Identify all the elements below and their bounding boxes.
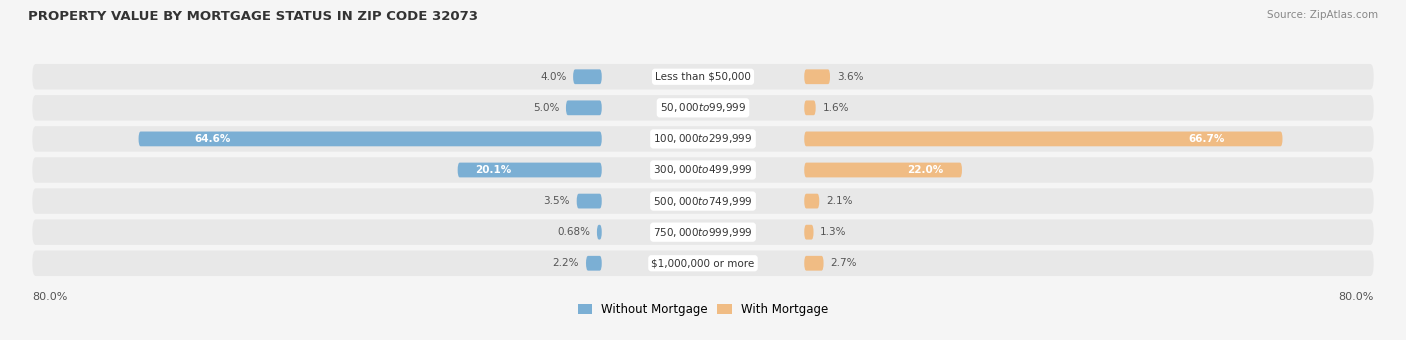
FancyBboxPatch shape xyxy=(804,100,815,115)
Text: 0.68%: 0.68% xyxy=(557,227,591,237)
FancyBboxPatch shape xyxy=(576,194,602,208)
Text: 80.0%: 80.0% xyxy=(1339,292,1374,302)
FancyBboxPatch shape xyxy=(32,126,1374,152)
Text: $50,000 to $99,999: $50,000 to $99,999 xyxy=(659,101,747,114)
FancyBboxPatch shape xyxy=(804,256,824,271)
Text: 4.0%: 4.0% xyxy=(540,72,567,82)
FancyBboxPatch shape xyxy=(32,188,1374,214)
Text: 2.7%: 2.7% xyxy=(831,258,856,268)
Text: $750,000 to $999,999: $750,000 to $999,999 xyxy=(654,226,752,239)
Text: 2.2%: 2.2% xyxy=(553,258,579,268)
Text: 66.7%: 66.7% xyxy=(1188,134,1225,144)
FancyBboxPatch shape xyxy=(804,69,830,84)
Text: 22.0%: 22.0% xyxy=(907,165,943,175)
FancyBboxPatch shape xyxy=(574,69,602,84)
FancyBboxPatch shape xyxy=(32,219,1374,245)
FancyBboxPatch shape xyxy=(804,225,814,240)
Text: Source: ZipAtlas.com: Source: ZipAtlas.com xyxy=(1267,10,1378,20)
Text: 1.3%: 1.3% xyxy=(820,227,846,237)
FancyBboxPatch shape xyxy=(457,163,602,177)
Text: PROPERTY VALUE BY MORTGAGE STATUS IN ZIP CODE 32073: PROPERTY VALUE BY MORTGAGE STATUS IN ZIP… xyxy=(28,10,478,23)
Text: $100,000 to $299,999: $100,000 to $299,999 xyxy=(654,132,752,146)
Legend: Without Mortgage, With Mortgage: Without Mortgage, With Mortgage xyxy=(574,298,832,321)
FancyBboxPatch shape xyxy=(32,95,1374,121)
FancyBboxPatch shape xyxy=(804,163,962,177)
FancyBboxPatch shape xyxy=(598,225,602,240)
FancyBboxPatch shape xyxy=(32,251,1374,276)
Text: 2.1%: 2.1% xyxy=(827,196,852,206)
FancyBboxPatch shape xyxy=(139,132,602,146)
Text: 3.5%: 3.5% xyxy=(544,196,569,206)
Text: $500,000 to $749,999: $500,000 to $749,999 xyxy=(654,194,752,208)
Text: 20.1%: 20.1% xyxy=(475,165,512,175)
Text: 5.0%: 5.0% xyxy=(533,103,560,113)
Text: $1,000,000 or more: $1,000,000 or more xyxy=(651,258,755,268)
FancyBboxPatch shape xyxy=(32,157,1374,183)
Text: 1.6%: 1.6% xyxy=(823,103,849,113)
Text: 3.6%: 3.6% xyxy=(837,72,863,82)
Text: 80.0%: 80.0% xyxy=(32,292,67,302)
FancyBboxPatch shape xyxy=(565,100,602,115)
FancyBboxPatch shape xyxy=(586,256,602,271)
FancyBboxPatch shape xyxy=(804,132,1282,146)
FancyBboxPatch shape xyxy=(804,194,820,208)
Text: $300,000 to $499,999: $300,000 to $499,999 xyxy=(654,164,752,176)
Text: 64.6%: 64.6% xyxy=(194,134,231,144)
FancyBboxPatch shape xyxy=(32,64,1374,89)
Text: Less than $50,000: Less than $50,000 xyxy=(655,72,751,82)
